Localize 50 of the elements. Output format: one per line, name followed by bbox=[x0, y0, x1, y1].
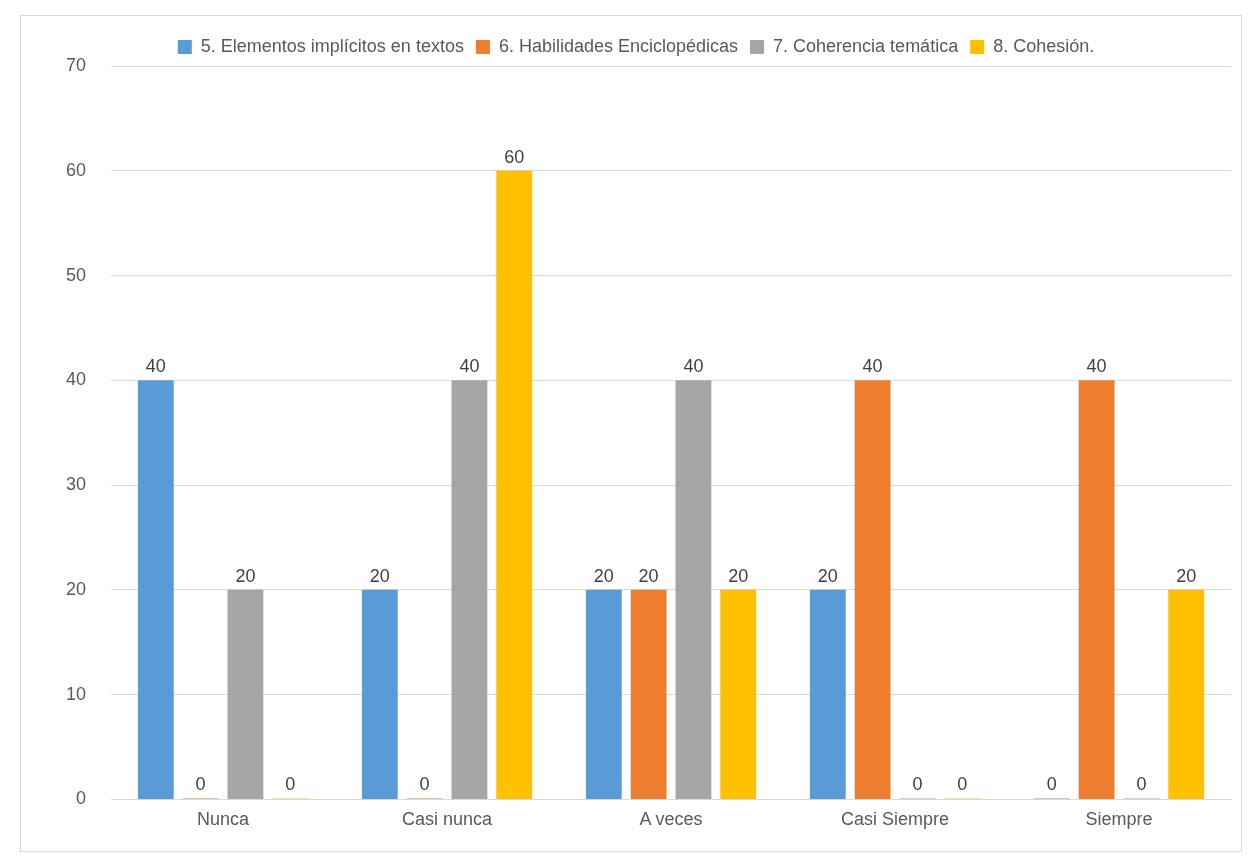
data-label: 40 bbox=[1086, 356, 1107, 377]
y-tick-label: 60 bbox=[65, 159, 87, 180]
bar bbox=[451, 380, 488, 799]
data-label: 40 bbox=[145, 356, 166, 377]
data-label: 60 bbox=[504, 146, 525, 167]
data-label: 20 bbox=[638, 565, 659, 586]
data-label: 0 bbox=[957, 774, 968, 795]
data-label: 0 bbox=[1046, 774, 1057, 795]
data-label: 0 bbox=[419, 774, 430, 795]
bar bbox=[1078, 380, 1115, 799]
data-label: 0 bbox=[1136, 774, 1147, 795]
data-label: 0 bbox=[285, 774, 296, 795]
bar bbox=[227, 589, 264, 799]
data-label: 40 bbox=[683, 356, 704, 377]
bar bbox=[361, 589, 398, 799]
bar bbox=[630, 589, 667, 799]
y-tick-label: 20 bbox=[65, 578, 87, 599]
data-label: 20 bbox=[593, 565, 614, 586]
data-label: 20 bbox=[1176, 565, 1197, 586]
data-label: 0 bbox=[195, 774, 206, 795]
data-label: 0 bbox=[912, 774, 923, 795]
legend-label: 5. Elementos implícitos en textos bbox=[200, 35, 464, 56]
x-tick-label: Casi Siempre bbox=[840, 809, 950, 830]
data-label: 20 bbox=[369, 565, 390, 586]
y-tick-label: 0 bbox=[76, 788, 87, 809]
data-label: 20 bbox=[235, 565, 256, 586]
bar bbox=[720, 589, 757, 799]
bar bbox=[854, 380, 891, 799]
x-tick-label: Siempre bbox=[1085, 809, 1153, 830]
bar bbox=[675, 380, 712, 799]
x-tick-label: Casi nunca bbox=[401, 809, 494, 830]
bar bbox=[585, 589, 622, 799]
data-label: 40 bbox=[459, 356, 480, 377]
data-label: 40 bbox=[862, 356, 883, 377]
bar bbox=[809, 589, 846, 799]
bar bbox=[1168, 589, 1205, 799]
legend-label: 6. Habilidades Enciclopédicas bbox=[498, 35, 739, 56]
y-tick-label: 50 bbox=[65, 264, 87, 285]
data-label: 20 bbox=[817, 565, 838, 586]
x-tick-label: A veces bbox=[639, 809, 703, 830]
legend-label: 7. Coherencia temática bbox=[773, 35, 960, 56]
bar bbox=[496, 170, 533, 799]
bar bbox=[137, 380, 174, 799]
y-tick-label: 10 bbox=[65, 683, 87, 704]
y-tick-label: 30 bbox=[65, 474, 87, 495]
legend-label: 8. Cohesión. bbox=[993, 35, 1095, 56]
y-tick-label: 70 bbox=[65, 54, 87, 75]
x-tick-label: Nunca bbox=[197, 809, 251, 830]
y-tick-label: 40 bbox=[65, 369, 87, 390]
data-label: 20 bbox=[728, 565, 749, 586]
